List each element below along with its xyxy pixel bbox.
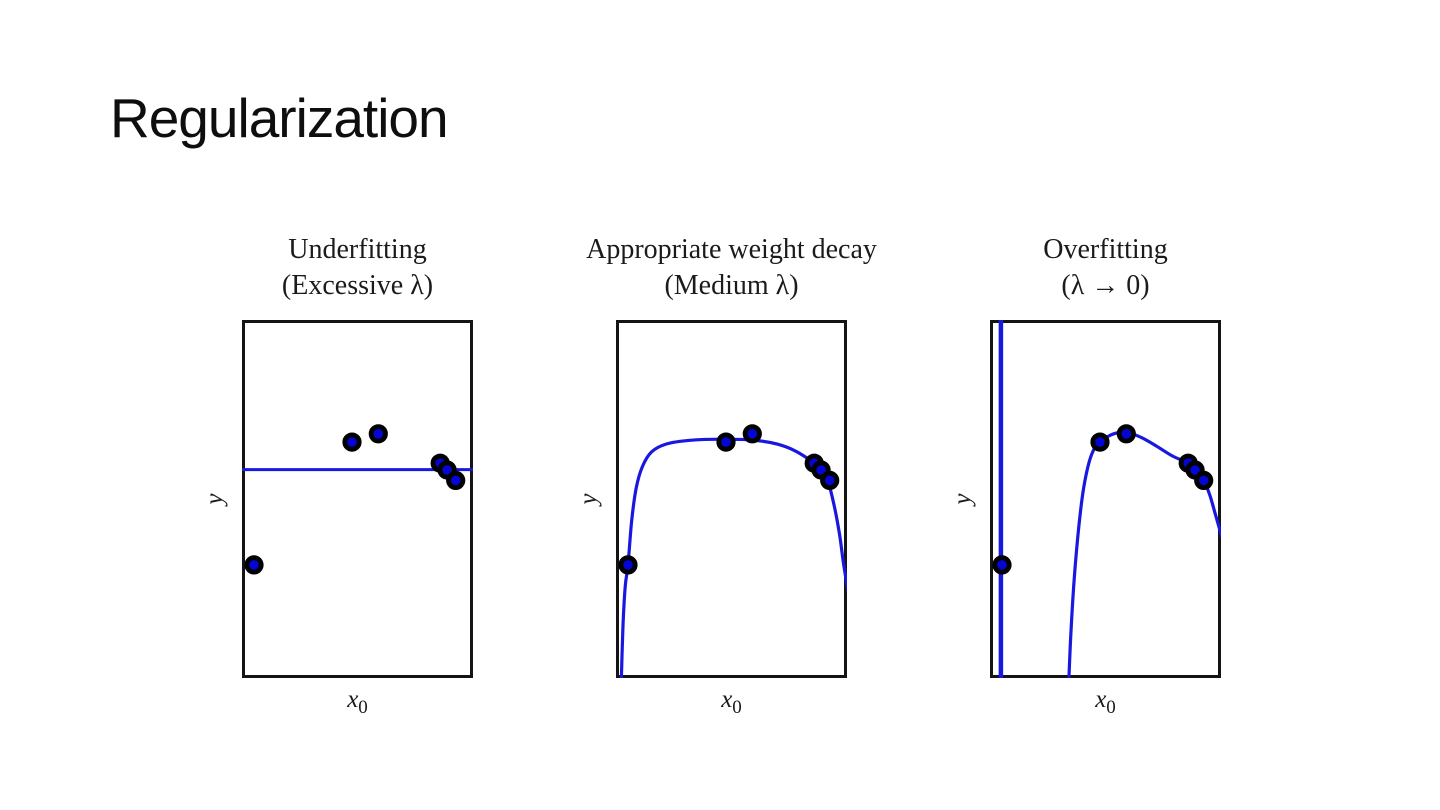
x-axis-label-var: x [347, 686, 359, 713]
data-point [1194, 470, 1214, 490]
x-axis-label: x0 [990, 686, 1221, 719]
x-axis-label: x0 [616, 686, 847, 719]
figure-title: Underfitting (Excessive λ) [118, 232, 598, 304]
y-axis-label: y [575, 493, 602, 505]
x-axis-label-subscript: 0 [358, 697, 368, 718]
figure-title: Overfitting (λ → 0) [866, 232, 1346, 304]
data-point [368, 424, 388, 444]
figure-appropriate-weight-decay: Appropriate weight decay (Medium λ) y x0 [575, 232, 877, 762]
plot-canvas-appropriate-weight-decay [616, 320, 847, 678]
x-axis-label-subscript: 0 [1106, 697, 1116, 718]
figure-title: Appropriate weight decay (Medium λ) [492, 232, 972, 304]
plot-frame [990, 320, 1221, 678]
figure-title-line2: (Excessive λ) [281, 270, 434, 301]
plot-frame [616, 320, 847, 678]
plot-canvas-overfitting [990, 320, 1221, 678]
plot-canvas-underfitting [242, 320, 473, 678]
figure-title-line1: Appropriate weight decay [586, 234, 877, 265]
x-axis-label-var: x [721, 686, 733, 713]
figure-title-line1: Underfitting [288, 234, 427, 265]
plot-frame [242, 320, 473, 678]
data-point [618, 555, 638, 575]
data-point [1116, 424, 1136, 444]
data-point [820, 470, 840, 490]
figure-underfitting: Underfitting (Excessive λ) y x0 [201, 232, 473, 762]
data-point [1090, 432, 1110, 452]
slide-title: Regularization [110, 87, 449, 149]
figure-title-line2: (λ → 0) [1061, 270, 1150, 301]
x-axis-label-subscript: 0 [732, 697, 742, 718]
x-axis-label-var: x [1095, 686, 1107, 713]
y-axis-label: y [949, 493, 976, 505]
data-point [244, 555, 264, 575]
figure-title-line1: Overfitting [1043, 234, 1168, 265]
data-point [992, 555, 1012, 575]
y-axis-label: y [201, 493, 228, 505]
figure-title-line2: (Medium λ) [664, 270, 799, 301]
x-axis-label: x0 [242, 686, 473, 719]
data-point [742, 424, 762, 444]
data-point [716, 432, 736, 452]
figure-overfitting: Overfitting (λ → 0) y x0 [949, 232, 1221, 762]
data-point [446, 470, 466, 490]
data-point [342, 432, 362, 452]
